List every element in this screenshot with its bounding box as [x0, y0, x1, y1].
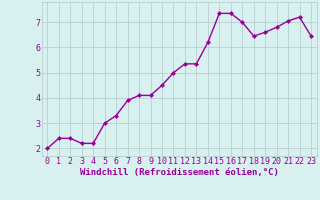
X-axis label: Windchill (Refroidissement éolien,°C): Windchill (Refroidissement éolien,°C): [80, 168, 279, 177]
